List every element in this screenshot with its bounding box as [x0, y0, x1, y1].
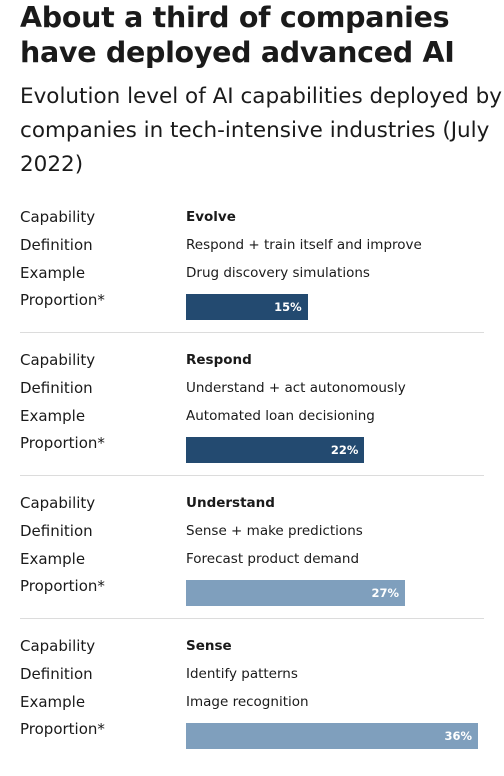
proportion-bar: 22%: [186, 437, 365, 463]
capability-name: Evolve: [186, 209, 236, 225]
proportion-label: Proportion*: [20, 291, 105, 309]
definition-label: Definition: [20, 379, 93, 397]
example-text: Automated loan decisioning: [186, 408, 375, 424]
bar-value-label: 36%: [444, 729, 472, 743]
capability-label: Capability: [20, 351, 96, 369]
capability-section: Capability Evolve Definition Respond + t…: [0, 204, 504, 347]
example-text: Drug discovery simulations: [186, 265, 370, 281]
proportion-bar: 27%: [186, 580, 405, 606]
definition-text: Respond + train itself and improve: [186, 237, 422, 253]
proportion-bar: 36%: [186, 723, 478, 749]
example-label: Example: [20, 407, 86, 425]
definition-label: Definition: [20, 236, 93, 254]
capability-section: Capability Respond Definition Understand…: [0, 347, 504, 490]
capability-section: Capability Sense Definition Identify pat…: [0, 633, 504, 776]
capability-label: Capability: [20, 637, 96, 655]
proportion-bar: 15%: [186, 294, 308, 320]
chart-subtitle: Evolution level of AI capabilities deplo…: [20, 84, 502, 177]
example-text: Image recognition: [186, 694, 309, 710]
chart-title: About a third of companies have deployed…: [20, 1, 455, 69]
section-divider: [20, 475, 484, 476]
capability-name: Sense: [186, 638, 232, 654]
example-label: Example: [20, 550, 86, 568]
capability-name: Respond: [186, 352, 252, 368]
bar-value-label: 22%: [330, 443, 359, 457]
example-label: Example: [20, 264, 86, 282]
definition-text: Sense + make predictions: [186, 523, 363, 539]
capability-name: Understand: [186, 495, 275, 511]
proportion-label: Proportion*: [20, 720, 105, 738]
section-divider: [20, 332, 484, 333]
definition-label: Definition: [20, 522, 93, 540]
example-label: Example: [20, 693, 86, 711]
example-text: Forecast product demand: [186, 551, 360, 567]
bar-value-label: 27%: [371, 586, 399, 600]
definition-label: Definition: [20, 665, 93, 683]
proportion-label: Proportion*: [20, 434, 105, 452]
definition-text: Understand + act autonomously: [186, 380, 406, 396]
capability-label: Capability: [20, 208, 96, 226]
bar-value-label: 15%: [274, 300, 302, 314]
proportion-label: Proportion*: [20, 577, 105, 595]
capability-label: Capability: [20, 494, 96, 512]
capability-section: Capability Understand Definition Sense +…: [0, 490, 504, 633]
definition-text: Identify patterns: [186, 666, 298, 682]
section-divider: [20, 618, 484, 619]
